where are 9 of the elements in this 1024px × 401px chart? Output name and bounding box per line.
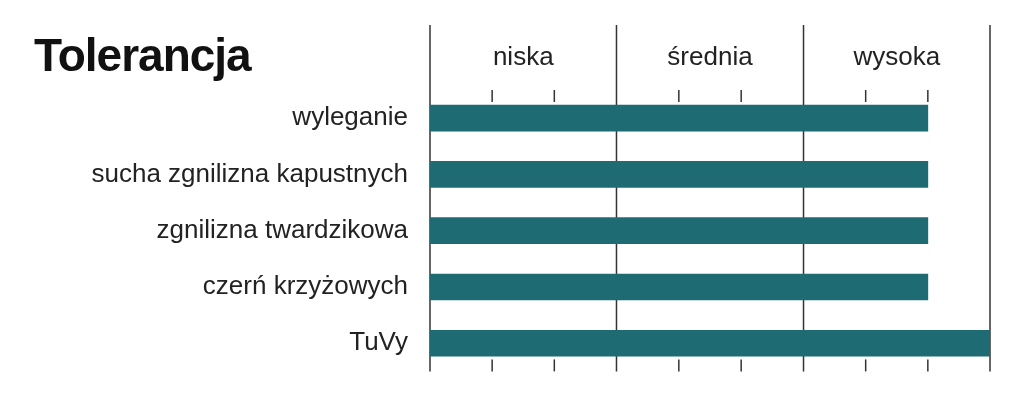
y-tick-label: czerń krzyżowych <box>202 270 408 301</box>
y-tick-label: sucha zgnilizna kapustnych <box>91 157 408 188</box>
chart-title: Tolerancja <box>34 28 251 82</box>
y-tick-label: TuVy <box>349 326 408 357</box>
text: średnia <box>667 41 754 72</box>
y-tick-label: wyleganie <box>291 101 408 132</box>
text: niska <box>492 41 555 72</box>
y-tick-label: zgnilizna twardzikowa <box>156 213 409 244</box>
text: wysoka <box>852 41 941 72</box>
